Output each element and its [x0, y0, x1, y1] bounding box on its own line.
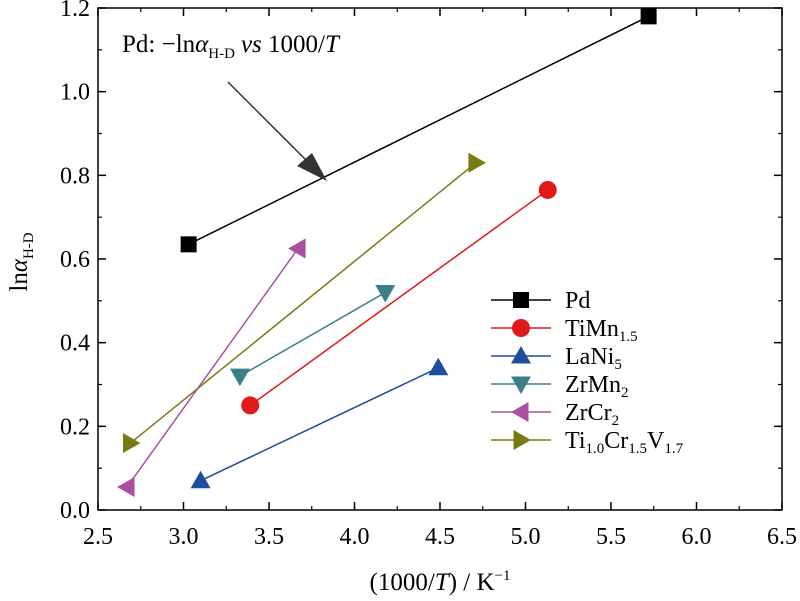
- y-tick-label: 0.4: [60, 331, 90, 357]
- series-layer: [117, 8, 657, 497]
- data-point: [288, 238, 306, 259]
- series-3: [229, 284, 396, 387]
- x-tick-label: 2.5: [83, 524, 113, 550]
- y-tick-label: 0.6: [60, 247, 90, 273]
- legend-label: LaNi5: [565, 344, 622, 373]
- legend-item: ZrCr2: [491, 400, 619, 429]
- annotation-text: Pd: −lnαH-D vs 1000/T: [122, 31, 341, 62]
- legend-item: ZrMn2: [491, 372, 629, 401]
- plot-frame: [97, 7, 783, 511]
- series-line: [130, 162, 477, 444]
- x-tick-label: 5.5: [596, 524, 626, 550]
- data-point: [180, 236, 197, 253]
- data-point: [375, 284, 396, 303]
- legend-label: Ti1.0Cr1.5V1.7: [565, 428, 684, 457]
- y-tick-label: 1.2: [60, 0, 90, 22]
- legend-label: TiMn1.5: [565, 316, 638, 345]
- legend-marker: [512, 319, 530, 337]
- series-line: [239, 291, 386, 377]
- legend-item: TiMn1.5: [491, 316, 638, 345]
- x-tick-label: 3.0: [169, 524, 199, 550]
- data-point: [190, 470, 211, 489]
- series-4: [117, 238, 306, 497]
- data-point: [229, 368, 250, 387]
- x-tick-label: 6.0: [682, 524, 712, 550]
- y-tick-label: 0.0: [60, 498, 90, 524]
- y-tick-label: 0.2: [60, 414, 90, 440]
- series-5: [122, 152, 486, 454]
- legend-marker: [513, 430, 531, 450]
- legend-marker: [513, 292, 529, 308]
- data-point: [428, 357, 449, 376]
- data-point: [538, 180, 557, 199]
- data-point: [640, 8, 657, 25]
- data-point: [122, 433, 141, 454]
- x-tick-label: 5.0: [511, 524, 541, 550]
- series-line: [200, 367, 439, 482]
- annotation-arrow: [227, 81, 327, 181]
- legend-marker: [511, 346, 531, 364]
- x-tick-label: 6.5: [767, 524, 797, 550]
- legend-item: Pd: [491, 288, 590, 314]
- legend-label: ZrMn2: [565, 372, 629, 401]
- legend-item: LaNi5: [491, 344, 622, 373]
- axis-ticks: 2.5 3.0 3.5 4.0 4.5 5.0 5.5 6.0 6.5 0.0 0.2 0.4 0.6 0…: [60, 0, 797, 550]
- x-axis-title: (1000/T) / K−1: [370, 568, 511, 596]
- y-axis-title: lnαH-D: [6, 232, 37, 291]
- legend-marker: [511, 376, 531, 394]
- data-point: [241, 396, 260, 415]
- x-tick-label: 4.0: [340, 524, 370, 550]
- data-point: [117, 476, 135, 497]
- data-point: [468, 152, 486, 173]
- series-0: [180, 8, 657, 253]
- legend-label: ZrCr2: [565, 400, 619, 429]
- x-tick-label: 4.5: [425, 524, 455, 550]
- series-2: [190, 357, 449, 489]
- y-tick-label: 0.8: [60, 163, 90, 189]
- series-1: [241, 180, 557, 415]
- y-tick-label: 1.0: [60, 80, 90, 106]
- legend-item: Ti1.0Cr1.5V1.7: [491, 428, 684, 457]
- series-line: [188, 15, 649, 246]
- x-tick-label: 3.5: [254, 524, 284, 550]
- legend-marker: [511, 402, 529, 422]
- series-line: [249, 189, 549, 407]
- series-line: [126, 248, 299, 488]
- legend-label: Pd: [565, 288, 590, 314]
